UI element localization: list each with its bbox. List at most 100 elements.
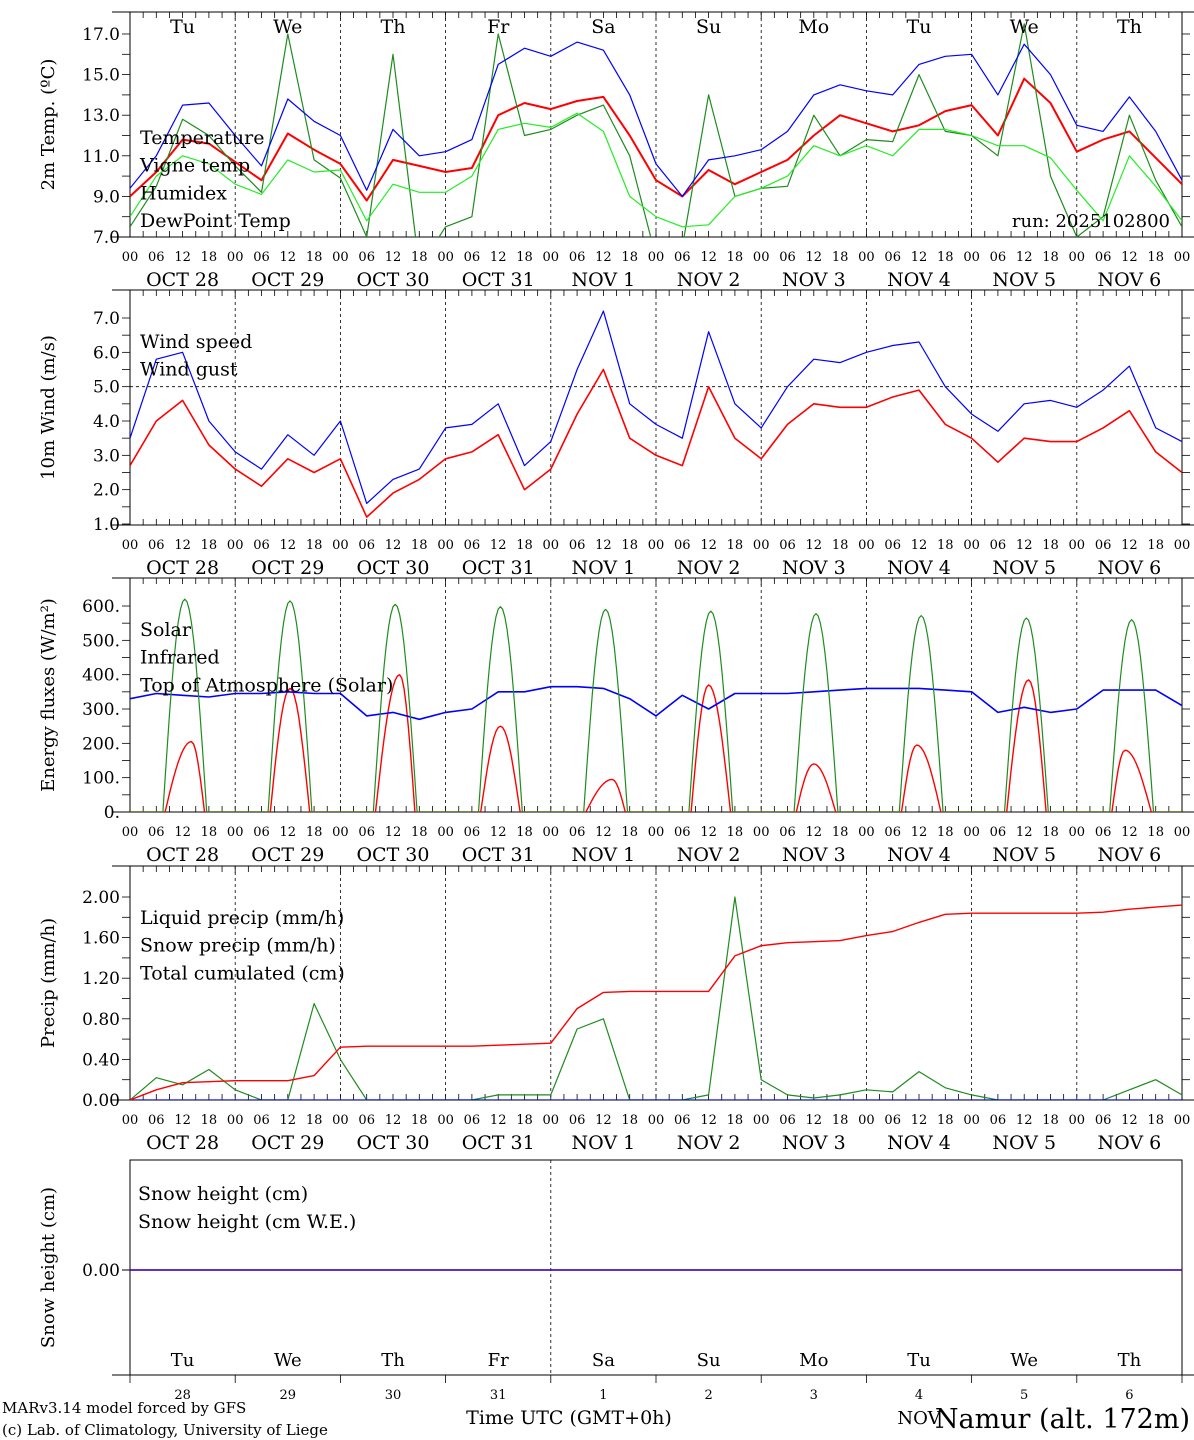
y-tick-label: 2.0 (93, 481, 120, 501)
hour-tick-label: 06 (779, 250, 796, 265)
y-axis-title: 2m Temp. (ºC) (38, 59, 59, 191)
hour-tick-label: 06 (990, 1113, 1007, 1128)
hour-tick-label: 00 (1069, 1113, 1086, 1128)
hour-tick-label: 18 (621, 538, 638, 553)
date-label: NOV 1 (572, 557, 636, 579)
hour-tick-label: 18 (201, 825, 218, 840)
y-tick-label: 600. (82, 597, 120, 617)
hour-tick-label: 18 (832, 538, 849, 553)
hour-tick-label: 00 (122, 250, 139, 265)
y-tick-label: 400. (82, 666, 120, 686)
hour-tick-label: 00 (858, 825, 875, 840)
hour-tick-label: 12 (911, 538, 928, 553)
hour-tick-label: 12 (806, 825, 823, 840)
hour-tick-label: 06 (253, 1113, 270, 1128)
hour-tick-label: 18 (727, 825, 744, 840)
hour-tick-label: 18 (306, 825, 323, 840)
day-number-label: 31 (490, 1388, 507, 1403)
legend-entry: Vigne temp (139, 155, 250, 177)
hour-tick-label: 18 (516, 538, 533, 553)
hour-tick-label: 18 (621, 250, 638, 265)
hour-tick-label: 06 (148, 538, 165, 553)
hour-tick-label: 12 (1121, 825, 1138, 840)
hour-tick-label: 06 (253, 250, 270, 265)
legend-entry: DewPoint Temp (140, 210, 291, 232)
hour-tick-label: 18 (1147, 538, 1164, 553)
hour-tick-label: 18 (621, 825, 638, 840)
hour-tick-label: 18 (727, 1113, 744, 1128)
date-label: NOV 2 (677, 557, 741, 579)
hour-tick-label: 18 (621, 1113, 638, 1128)
date-label: OCT 31 (462, 1132, 535, 1154)
legend-entry: Top of Atmosphere (Solar) (140, 674, 393, 696)
date-label: NOV 4 (887, 269, 951, 291)
y-axis-title: 10m Wind (m/s) (38, 335, 59, 480)
hour-tick-label: 00 (332, 538, 349, 553)
hour-tick-label: 00 (648, 250, 665, 265)
hour-tick-label: 00 (1174, 1113, 1191, 1128)
hour-tick-label: 12 (700, 825, 717, 840)
y-axis-title: Precip (mm/h) (38, 918, 59, 1048)
hour-tick-label: 06 (569, 250, 586, 265)
legend-entry: Snow precip (mm/h) (140, 935, 336, 957)
lab-credit: (c) Lab. of Climatology, University of L… (2, 1421, 328, 1439)
series-line-solar (130, 674, 1182, 812)
hour-tick-label: 00 (858, 1113, 875, 1128)
weekday-label: Sa (591, 16, 615, 38)
hour-tick-label: 12 (911, 825, 928, 840)
weekday-label: Fr (487, 16, 510, 38)
date-label: OCT 29 (251, 269, 324, 291)
hour-tick-label: 00 (543, 250, 560, 265)
hour-tick-label: 00 (963, 250, 980, 265)
hour-tick-label: 18 (516, 1113, 533, 1128)
station-label: Namur (alt. 172m) (935, 1404, 1190, 1435)
date-label: NOV 3 (782, 557, 846, 579)
y-tick-label: 0.00 (82, 1091, 120, 1111)
hour-tick-label: 00 (332, 825, 349, 840)
hour-tick-label: 18 (1042, 250, 1059, 265)
date-label: NOV 4 (887, 1132, 951, 1154)
hour-tick-label: 18 (1042, 538, 1059, 553)
date-label: NOV 2 (677, 1132, 741, 1154)
date-label: OCT 31 (462, 844, 535, 866)
hour-tick-label: 18 (411, 1113, 428, 1128)
hour-tick-label: 18 (201, 1113, 218, 1128)
date-label: OCT 30 (356, 557, 429, 579)
hour-tick-label: 00 (963, 1113, 980, 1128)
date-label: OCT 30 (356, 269, 429, 291)
hour-tick-label: 12 (595, 1113, 612, 1128)
weekday-label: We (1010, 1350, 1038, 1371)
series-line-top-of-atmosphere-solar- (130, 598, 1182, 812)
panel-energy: 0. 100. 200. 300. 400. 500. 600. Energy fluxes … (38, 577, 1194, 866)
date-label: NOV 2 (677, 269, 741, 291)
hour-tick-label: 18 (937, 538, 954, 553)
date-label: OCT 28 (146, 1132, 219, 1154)
hour-tick-label: 12 (595, 538, 612, 553)
series-line-wind-gust (130, 310, 1182, 504)
weekday-label: Th (1117, 16, 1142, 38)
hour-tick-label: 12 (911, 250, 928, 265)
day-number-label: 29 (280, 1388, 297, 1403)
hour-tick-label: 00 (753, 538, 770, 553)
hour-tick-label: 18 (937, 250, 954, 265)
hour-tick-label: 00 (543, 538, 560, 553)
hour-tick-label: 00 (332, 1113, 349, 1128)
hour-tick-label: 12 (595, 825, 612, 840)
hour-tick-label: 06 (674, 1113, 691, 1128)
series-line-vigne-temp (130, 23, 1182, 237)
hour-tick-label: 00 (1174, 250, 1191, 265)
date-label: OCT 29 (251, 844, 324, 866)
date-label: OCT 30 (356, 1132, 429, 1154)
hour-tick-label: 12 (700, 538, 717, 553)
hour-tick-label: 00 (753, 825, 770, 840)
hour-tick-label: 00 (437, 825, 454, 840)
date-label: NOV 6 (1098, 844, 1162, 866)
hour-tick-label: 12 (1016, 538, 1033, 553)
y-tick-label: 13.0 (82, 106, 120, 126)
hour-tick-label: 00 (648, 825, 665, 840)
hour-tick-label: 00 (437, 538, 454, 553)
hour-tick-label: 00 (963, 825, 980, 840)
panel-precip: 0.00 0.40 0.80 1.20 1.60 2.00 Precip (mm/h) Liq… (38, 865, 1194, 1154)
y-axis-title: Energy fluxes (W/m²) (38, 598, 59, 792)
hour-tick-label: 18 (727, 538, 744, 553)
